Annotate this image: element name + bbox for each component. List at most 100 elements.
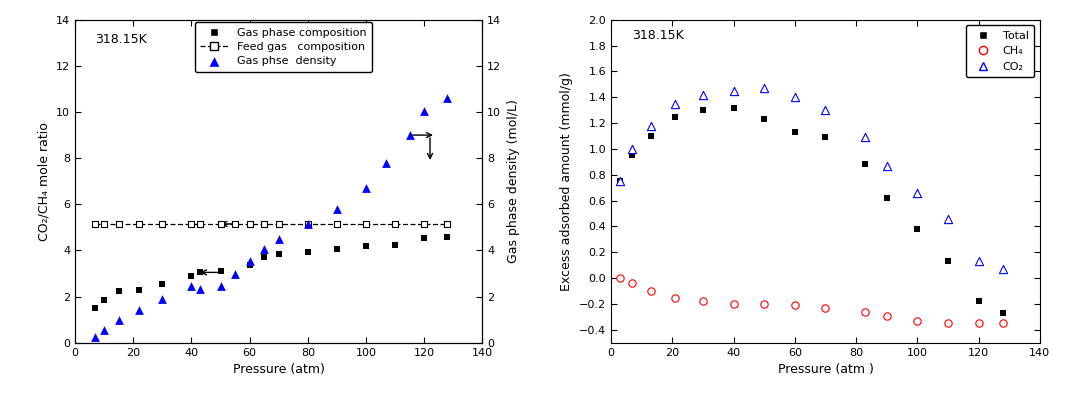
Point [110, 316, 128, 323]
Point [131, 221, 148, 227]
Point [939, 320, 956, 327]
Point [786, 94, 803, 100]
Point [939, 216, 956, 222]
Point [255, 221, 272, 227]
Legend: Gas phase composition, Feed gas   composition, Gas phse  density: Gas phase composition, Feed gas composit… [195, 22, 372, 72]
Point [995, 266, 1012, 272]
Text: 318.15K: 318.15K [95, 33, 147, 46]
Point [642, 288, 659, 294]
Point [756, 116, 773, 123]
Point [416, 221, 433, 227]
Y-axis label: Excess adsorbed amount (mmol/g): Excess adsorbed amount (mmol/g) [561, 72, 574, 291]
Point [110, 221, 128, 227]
Point [328, 221, 345, 227]
Legend: Total, CH₄, CO₂: Total, CH₄, CO₂ [966, 25, 1034, 78]
Point [299, 249, 316, 255]
Point [878, 312, 895, 319]
Point [786, 129, 803, 135]
Point [624, 152, 641, 158]
Point [939, 258, 956, 264]
Point [857, 134, 874, 140]
Point [192, 269, 209, 275]
Point [131, 307, 148, 314]
Point [328, 206, 345, 212]
Point [387, 242, 404, 248]
Point [667, 294, 684, 301]
Point [612, 178, 629, 184]
Point [241, 258, 258, 264]
Point [624, 146, 641, 152]
Point [270, 251, 287, 257]
Point [438, 95, 456, 101]
Point [624, 280, 641, 286]
Point [357, 221, 374, 227]
Point [970, 298, 987, 305]
Point [416, 235, 433, 241]
Point [226, 270, 243, 277]
Point [270, 236, 287, 242]
Point [299, 221, 316, 227]
Point [87, 305, 104, 311]
Point [153, 221, 170, 227]
Point [183, 283, 200, 289]
Point [438, 234, 456, 240]
Point [857, 309, 874, 315]
Point [817, 305, 834, 311]
Point [612, 275, 629, 281]
Point [909, 226, 926, 232]
Point [377, 160, 394, 166]
Point [970, 320, 987, 327]
Point [95, 327, 113, 333]
Point [241, 262, 258, 269]
Point [401, 132, 418, 138]
Point [357, 185, 374, 191]
Point [667, 100, 684, 107]
Point [212, 221, 229, 227]
Point [995, 320, 1012, 327]
Point [153, 296, 170, 302]
Point [87, 221, 104, 227]
Point [255, 246, 272, 253]
Point [183, 273, 200, 279]
Y-axis label: CO₂/CH₄ mole ratio: CO₂/CH₄ mole ratio [38, 122, 50, 241]
Point [878, 163, 895, 169]
Point [212, 268, 229, 274]
Point [786, 302, 803, 309]
Point [725, 87, 742, 94]
Point [695, 91, 712, 98]
Point [255, 254, 272, 260]
Point [416, 108, 433, 114]
Point [438, 221, 456, 227]
X-axis label: Pressure (atm): Pressure (atm) [233, 363, 325, 376]
Point [642, 133, 659, 139]
Point [817, 134, 834, 140]
Point [995, 310, 1012, 316]
Point [183, 221, 200, 227]
Point [612, 178, 629, 184]
Point [725, 301, 742, 307]
Point [970, 258, 987, 264]
Point [87, 334, 104, 340]
Point [725, 104, 742, 111]
Point [241, 221, 258, 227]
Point [153, 281, 170, 287]
Point [756, 301, 773, 307]
Point [192, 285, 209, 292]
Point [299, 221, 316, 227]
Point [909, 190, 926, 196]
Y-axis label: Gas phase density (mol/L): Gas phase density (mol/L) [507, 99, 520, 263]
Point [667, 113, 684, 120]
Point [270, 221, 287, 227]
Point [909, 318, 926, 324]
Point [110, 288, 128, 294]
Point [695, 107, 712, 113]
Point [817, 107, 834, 113]
Point [642, 123, 659, 129]
Point [131, 286, 148, 293]
Point [857, 161, 874, 167]
Point [387, 221, 404, 227]
Point [328, 246, 345, 253]
Point [878, 195, 895, 201]
Point [212, 283, 229, 289]
Point [95, 297, 113, 303]
